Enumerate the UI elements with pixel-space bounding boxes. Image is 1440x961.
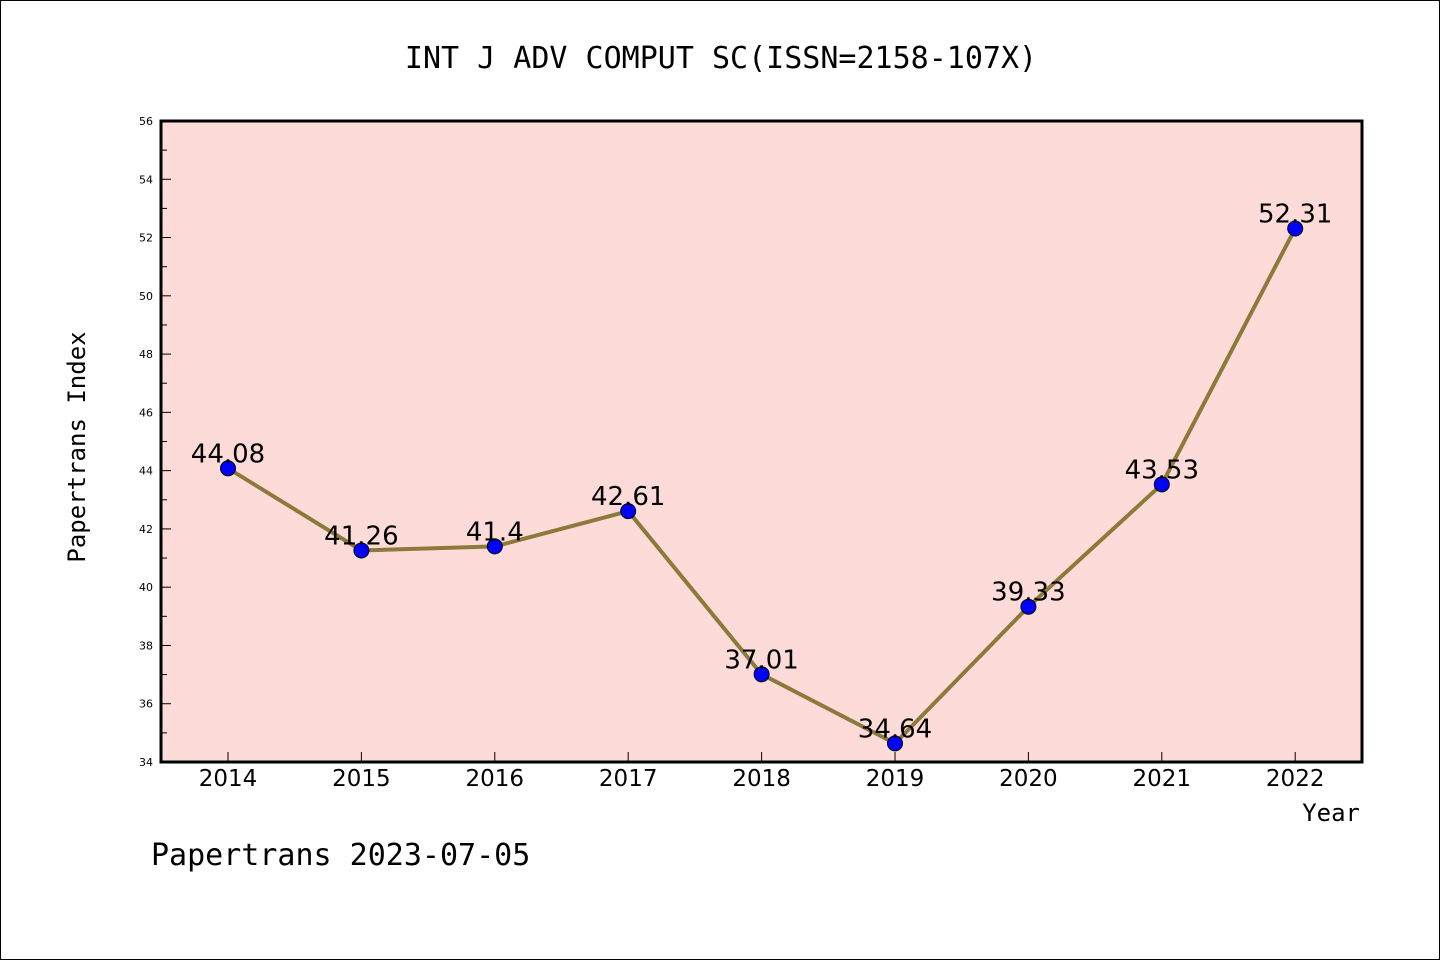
plot-area [161,121,1362,762]
y-tick-label: 56 [139,115,153,128]
x-tick-label: 2018 [732,766,791,792]
y-tick-label: 46 [139,406,153,419]
data-label: 44.08 [191,439,265,469]
data-point [1020,598,1037,615]
y-tick-label: 52 [139,232,153,245]
data-label: 41.4 [466,517,524,547]
y-tick-label: 34 [139,756,153,769]
data-point [620,503,637,520]
x-tick-label: 2016 [466,766,525,792]
x-tick-label: 2019 [866,766,925,792]
plot-border [159,119,1364,764]
data-label: 52.31 [1258,200,1332,230]
data-label: 37.01 [724,645,798,675]
x-tick-label: 2014 [199,766,258,792]
data-labels: 44.08 41.26 41.4 42.61 37.01 34.64 39.33 43.53 5… [191,200,1333,745]
data-label: 39.33 [991,578,1065,608]
data-label: 43.53 [1125,455,1199,485]
x-axis-ticks: 2014 2015 2016 2017 2018 2019 2020 2021 2022 [199,752,1325,792]
data-point [220,460,236,477]
x-tick-label: 2020 [999,766,1058,792]
data-point [1287,220,1304,237]
x-tick-label: 2021 [1133,766,1192,792]
x-tick-label: 2017 [599,766,658,792]
data-point [1153,476,1170,493]
data-point [887,735,903,752]
data-point [753,666,770,683]
data-point [353,542,370,559]
y-axis-label: Papertrans Index [63,331,91,562]
data-label: 42.61 [591,482,665,512]
y-tick-label: 38 [139,639,153,652]
y-tick-label: 36 [139,698,153,711]
x-tick-label: 2022 [1266,766,1325,792]
data-label: 41.26 [324,521,398,551]
y-tick-label: 48 [139,348,153,361]
x-axis-label: Year [1302,799,1360,827]
y-tick-label: 50 [139,290,153,303]
data-point [486,538,503,555]
data-label: 34.64 [858,714,932,744]
footer-text: Papertrans 2023-07-05 [151,838,530,873]
x-tick-label: 2015 [332,766,391,792]
y-tick-label: 54 [139,173,153,186]
y-tick-label: 44 [139,465,153,478]
y-axis-ticks: 34 36 38 40 42 44 46 48 50 52 54 56 [139,115,171,769]
y-tick-label: 40 [139,581,153,594]
series-markers [220,220,1304,752]
y-tick-label: 42 [139,523,153,536]
chart-title: INT J ADV COMPUT SC(ISSN=2158-107X) [405,41,1037,76]
